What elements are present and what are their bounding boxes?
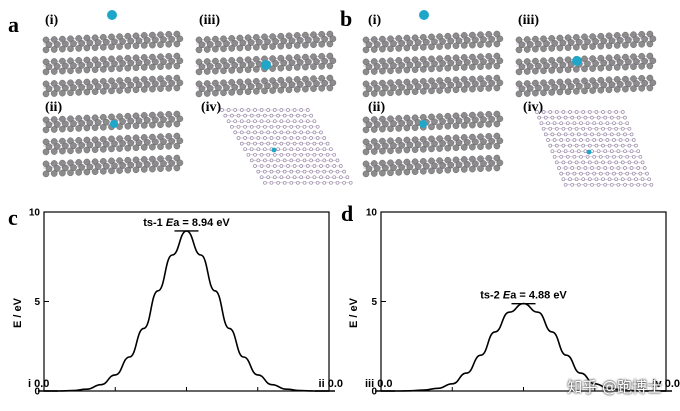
chart-c-end-label: ii 0.0	[319, 378, 343, 390]
chart-d-end-label: iv 0.0	[652, 378, 680, 390]
chart-c-ts-label: ts-1 Ea = 8.94 eV	[143, 217, 230, 229]
adsorbate-atom	[419, 120, 427, 128]
chart-d-ts-label: ts-2 Ea = 4.88 eV	[480, 290, 567, 302]
panel-a-iv-top-view	[220, 108, 353, 185]
adsorbate-atom	[586, 149, 592, 155]
chart-d-start-label: iii 0.0	[365, 378, 393, 390]
chart-d-ytick-label-2: 10	[366, 208, 378, 219]
panel-letter-b: b	[340, 6, 353, 31]
panel-b-label-i: (i)	[368, 13, 382, 28]
panel-b-ii-side-view	[362, 110, 504, 178]
panel-letter-c: c	[8, 205, 18, 230]
panel-a-i-side-view	[42, 10, 184, 98]
adsorbate-atom	[107, 10, 117, 20]
panel-b-iv-top-view	[535, 110, 654, 187]
panel-b-i-side-view	[362, 10, 504, 98]
adsorbate-atom	[271, 147, 277, 153]
panel-a-ii-side-view	[42, 110, 184, 178]
panel-a-iii-side-view	[195, 30, 337, 98]
chart-c-ytick-label-2: 10	[29, 208, 41, 219]
panel-a-label-iv: (iv)	[201, 100, 222, 115]
chart-d-ytick-label-1: 5	[371, 297, 377, 308]
panel-a-label-i: (i)	[45, 13, 59, 28]
panel-b-label-ii: (ii)	[368, 100, 386, 115]
adsorbate-atom	[419, 10, 429, 20]
panel-a-label-iii: (iii)	[199, 13, 220, 28]
chart-c-start-label: i 0.0	[28, 378, 49, 390]
chart-c-ytick-label-0: 0	[34, 387, 40, 398]
structure-illustrations	[42, 10, 657, 187]
panel-a-label-ii: (ii)	[45, 100, 63, 115]
adsorbate-atom	[572, 56, 582, 66]
chart-c-ytick-label-1: 5	[34, 297, 40, 308]
adsorbate-atom	[261, 60, 271, 70]
chart-d-ytick-label-0: 0	[371, 387, 377, 398]
panel-b-label-iii: (iii)	[518, 13, 539, 28]
panel-b-iii-side-view	[515, 30, 657, 98]
watermark: 知乎 @跑博士	[567, 378, 662, 396]
adsorbate-atom	[110, 120, 118, 128]
panel-letter-a: a	[8, 12, 19, 37]
panel-letter-d: d	[341, 201, 354, 226]
